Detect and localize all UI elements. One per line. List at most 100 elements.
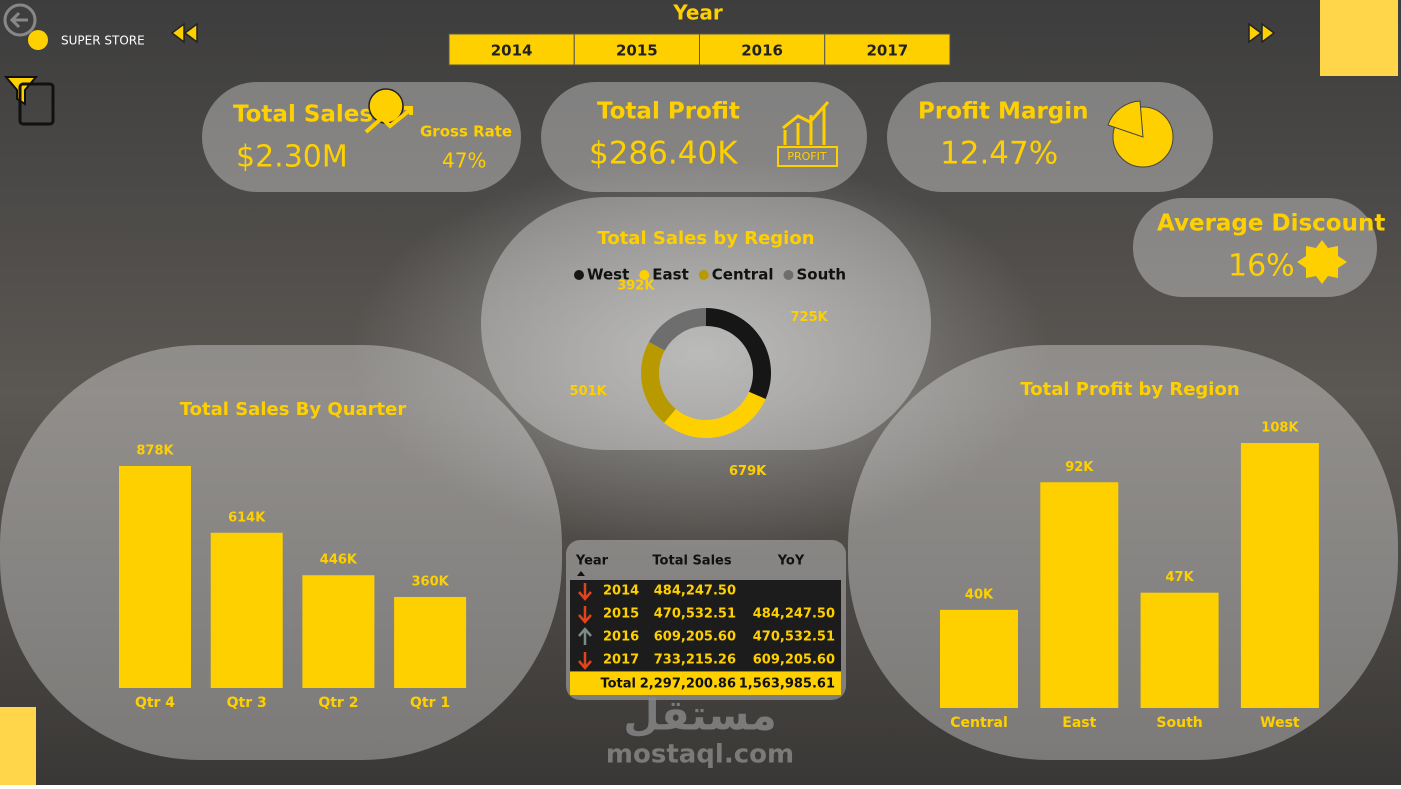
bar [210,532,283,688]
legend-marker [698,270,709,280]
trend-arrow [578,583,592,601]
data-label: 40K [965,587,994,602]
accent [0,707,36,785]
table-cell: 609,205.60 [753,653,835,668]
kpi-title: Average Discount [1157,211,1385,237]
table-cell: 2014 [603,584,639,599]
profit-icon [777,146,838,167]
donut-segment [664,391,766,438]
x-tick-label: East [1062,715,1096,731]
data-label: 92K [1065,460,1094,475]
trend-arrow [578,627,592,645]
data-label: 360K [411,574,449,589]
logo [28,30,48,50]
data-label: 614K [228,510,266,525]
x-tick-label: Qtr 1 [410,695,450,711]
data-label: 108K [1261,421,1299,436]
back-button[interactable] [3,3,37,37]
data-label: 47K [1166,570,1195,585]
table-header: Year [575,554,609,569]
bar [1140,592,1219,708]
x-tick-label: Qtr 2 [318,695,358,711]
back-arrow [9,11,28,29]
table-header: Total Sales [652,554,731,569]
chart-title: Total Profit by Region [1020,379,1239,400]
table-cell: 470,532.51 [654,607,736,622]
legend-marker [783,270,794,280]
trend-arrow [578,652,592,670]
bar [119,466,191,688]
bar [394,596,467,688]
legend-marker [639,270,650,280]
slicer-button[interactable] [448,33,575,66]
data-label: 679K [729,464,767,479]
x-tick-label: West [1260,715,1300,731]
table-total: 2,297,200.86 [640,677,736,692]
profit-icon-label: PROFIT [787,150,827,163]
sort-icon [577,571,585,576]
x-tick-label: South [1156,715,1202,731]
kpi-value: 12.47% [940,136,1058,172]
slicer-title: Year [672,1,723,25]
filter-icon [18,82,55,126]
kpi-sub-label: Gross Rate [420,123,512,141]
bar [940,609,1018,708]
table-cell: 2017 [603,653,639,668]
data-label: 725K [791,310,829,325]
legend-label: West [587,266,629,284]
bar [302,575,375,688]
prev-button[interactable] [170,22,198,44]
margin-icon [1107,100,1144,138]
table-cell: 484,247.50 [753,607,835,622]
data-label: 878K [136,444,174,459]
table-cell: 733,215.26 [654,653,736,668]
legend-marker [574,270,584,280]
kpi-card [202,82,521,192]
slicer-label: 2016 [741,42,783,60]
chart-title: Total Sales By Quarter [180,399,407,420]
slicer-label: 2015 [616,42,658,60]
sales-icon [364,106,413,134]
accent [1320,0,1398,76]
table-total: 1,563,985.61 [739,677,835,692]
data-label: 501K [570,384,608,399]
slicer-label: 2014 [491,42,533,60]
kpi-title: Total Sales [233,102,373,128]
discount-icon [1297,240,1347,284]
x-tick-label: Central [950,715,1008,731]
slicer-button[interactable] [699,33,826,66]
slicer-button[interactable] [824,33,951,66]
table-total: Total [600,677,636,692]
kpi-value: 16% [1228,249,1295,284]
store-title: SUPER STORE [61,34,145,48]
watermark: مستقل [623,691,777,740]
kpi-value: $2.30M [236,140,348,175]
table-body [570,580,841,671]
legend-label: South [796,266,846,284]
donut-segment [641,341,676,423]
legend-label: Central [712,266,774,284]
table-total-row [570,672,841,695]
donut-segment [706,308,772,400]
table-cell: 2016 [603,630,639,645]
kpi-value: $286.40K [589,136,738,172]
watermark: mostaql.com [606,740,794,770]
legend-label: East [652,266,688,284]
data-label: 446K [320,553,358,568]
next-button[interactable] [1248,22,1276,44]
slicer-label: 2017 [866,42,908,60]
data-label: 392K [617,279,655,294]
kpi-card [541,82,867,192]
bar [1040,482,1119,708]
trend-arrow [578,606,592,624]
kpi-sub-value: 47% [442,149,486,173]
chart-title: Total Sales by Region [597,228,814,249]
table-cell: 484,247.50 [654,584,736,599]
bar [1240,443,1319,708]
x-tick-label: Qtr 4 [135,695,175,711]
slicer-button[interactable] [573,33,700,66]
table-cell: 609,205.60 [654,630,736,645]
donut-segment [648,308,706,351]
table-cell: 470,532.51 [753,630,835,645]
